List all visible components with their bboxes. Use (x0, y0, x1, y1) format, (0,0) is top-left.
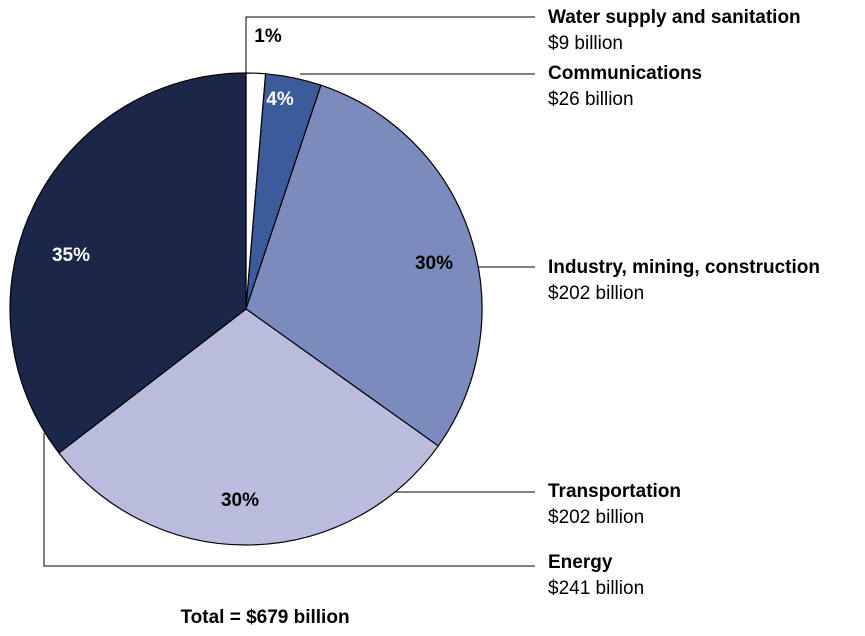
category-label: Communications (548, 63, 702, 84)
category-label: Transportation (548, 481, 681, 502)
value-label: $9 billion (548, 33, 623, 54)
leader-line (43, 433, 535, 567)
percentage-label: 30% (221, 490, 259, 511)
percentage-label: 1% (254, 26, 282, 47)
pie-slice (58, 308, 440, 546)
percentage-label: 35% (52, 245, 90, 266)
category-label: Energy (548, 552, 613, 573)
pie-slice (245, 84, 483, 447)
value-label: $202 billion (548, 507, 644, 528)
leader-line (245, 16, 535, 73)
category-label: Industry, mining, construction (548, 257, 820, 278)
value-label: $26 billion (548, 89, 634, 110)
category-label: Water supply and sanitation (548, 7, 801, 28)
value-label: $241 billion (548, 578, 644, 599)
percentage-label: 4% (266, 89, 294, 110)
pie-slice (9, 72, 247, 454)
percentage-label: 30% (415, 253, 453, 274)
total-label: Total = $679 billion (180, 607, 349, 628)
value-label: $202 billion (548, 283, 644, 304)
